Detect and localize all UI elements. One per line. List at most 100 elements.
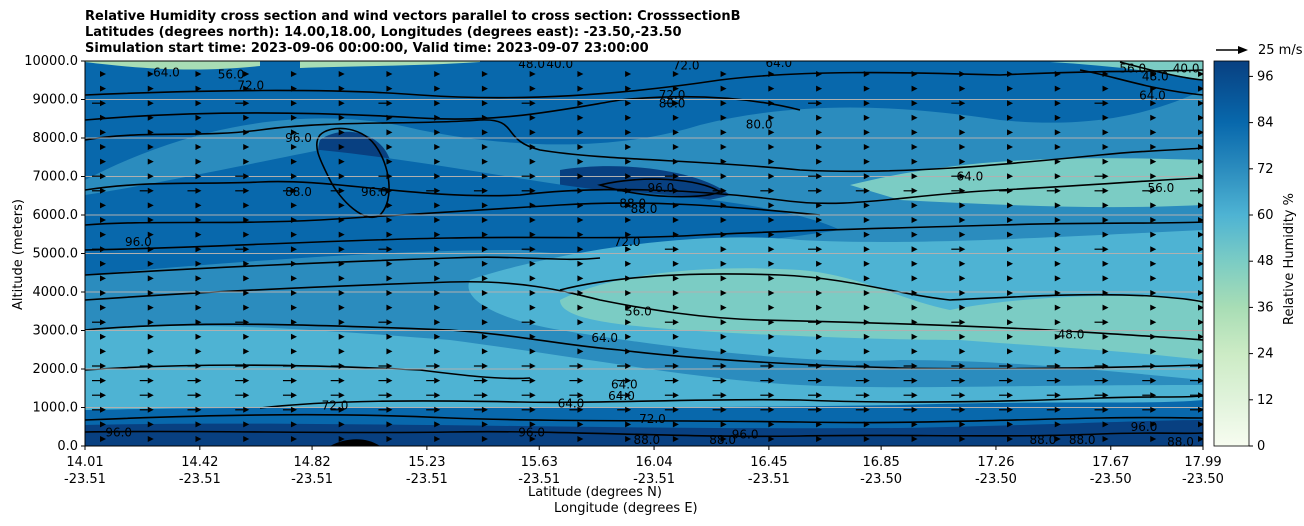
wind-vector-icon	[290, 217, 297, 223]
wind-vector-icon	[195, 144, 202, 150]
wind-vector-icon	[1102, 217, 1109, 223]
wind-vector-icon	[672, 144, 679, 150]
wind-vector-icon	[147, 202, 154, 209]
wind-vector-icon	[330, 406, 345, 413]
wind-vector-icon	[1198, 100, 1203, 107]
x-tick-label-lat: 14.01	[66, 455, 103, 470]
colorbar	[1213, 60, 1250, 447]
wind-vector-icon	[1150, 144, 1157, 150]
wind-vector-icon	[808, 377, 823, 384]
wind-vector-icon	[243, 348, 250, 355]
wind-vector-icon	[235, 173, 250, 180]
wind-vector-icon	[1094, 100, 1109, 107]
wind-vector-icon	[863, 144, 870, 150]
wind-vector-icon	[1150, 275, 1157, 282]
contour-label: 96.0	[105, 426, 132, 440]
wind-vector-icon	[481, 144, 488, 150]
wind-vector-icon	[672, 231, 679, 238]
wind-vector-icon	[1150, 158, 1157, 165]
wind-vector-icon	[1102, 348, 1109, 355]
wind-vector-icon	[768, 129, 775, 136]
wind-vector-icon	[816, 421, 823, 428]
x-tick-label-lat: 16.04	[635, 455, 672, 470]
wind-vector-icon	[959, 114, 966, 121]
contour-label: 56.0	[1119, 62, 1146, 76]
wind-vector-icon	[195, 304, 202, 311]
wind-vector-icon	[1198, 173, 1203, 180]
wind-vector-icon	[911, 319, 918, 326]
wind-vector-icon	[1198, 202, 1203, 209]
wind-vector-icon	[330, 392, 345, 399]
wind-vector-icon	[569, 187, 584, 194]
wind-vector-icon	[481, 129, 488, 136]
contour-line	[1079, 69, 1203, 96]
contour-line	[85, 413, 1203, 424]
wind-vector-icon	[672, 333, 679, 340]
contour-line	[85, 256, 601, 276]
wind-vector-icon	[481, 290, 488, 296]
wind-vector-icon	[243, 85, 250, 92]
wind-vector-icon	[625, 129, 632, 136]
wind-vector-icon	[863, 246, 870, 253]
y-tick-label: 5000.0	[33, 247, 79, 262]
wind-vector-icon	[768, 173, 775, 180]
contour-line	[259, 395, 1203, 409]
wind-vector-icon	[577, 231, 584, 238]
wind-vector-icon	[529, 231, 536, 238]
wind-vector-icon	[195, 421, 202, 428]
wind-vector-icon	[1150, 304, 1157, 311]
contour-line	[85, 119, 1203, 173]
wind-vector-icon	[1102, 144, 1109, 150]
wind-vector-icon	[1190, 363, 1203, 369]
wind-vector-icon	[290, 436, 297, 442]
wind-vector-icon	[1054, 144, 1061, 150]
wind-vector-icon	[434, 217, 441, 223]
wind-vector-icon	[1007, 231, 1014, 238]
wind-vector-icon	[816, 129, 823, 136]
wind-vector-icon	[1198, 114, 1203, 121]
wind-vector-icon	[1150, 114, 1157, 121]
wind-vector-icon	[1007, 333, 1014, 340]
wind-vector-icon	[290, 333, 297, 340]
wind-vector-icon	[712, 363, 727, 369]
wind-vector-icon	[473, 187, 488, 194]
wind-vector-icon	[1007, 100, 1014, 107]
wind-vector-icon	[863, 304, 870, 311]
wind-vector-icon	[569, 377, 584, 384]
wind-vector-icon	[768, 158, 775, 165]
wind-vector-icon	[378, 377, 393, 384]
wind-vector-icon	[712, 377, 727, 384]
contour-label: 56.0	[1148, 181, 1175, 195]
wind-vector-icon	[147, 158, 154, 165]
wind-vector-icon	[426, 187, 441, 194]
quiver-key-arrow-icon	[1216, 46, 1248, 54]
wind-vector-icon	[529, 71, 536, 77]
wind-vector-icon	[195, 348, 202, 355]
wind-vector-icon	[768, 144, 775, 150]
wind-vector-icon	[816, 348, 823, 355]
wind-vector-icon	[378, 100, 393, 107]
contour-labels: 64.0 56.072.096.088.0 96.096.072.072.080.0…	[105, 61, 1199, 446]
wind-vector-icon	[951, 100, 966, 107]
wind-vector-icon	[951, 246, 966, 253]
wind-vector-icon	[951, 173, 966, 180]
wind-vector-icon	[243, 114, 250, 121]
wind-vector-icon	[1054, 348, 1061, 355]
wind-vector-icon	[911, 129, 918, 136]
wind-vector-icon	[1094, 363, 1109, 369]
y-tick-label: 7000.0	[33, 170, 79, 185]
wind-vector-icon	[243, 129, 250, 136]
wind-vector-icon	[243, 304, 250, 311]
wind-vector-icon	[1054, 231, 1061, 238]
wind-vector-icon	[521, 173, 536, 180]
wind-vector-icon	[92, 392, 106, 399]
wind-vector-icon	[664, 246, 679, 253]
wind-vector-icon	[816, 231, 823, 238]
title-line-1: Relative Humidity cross section and wind…	[85, 9, 741, 24]
wind-vector-icon	[338, 246, 345, 253]
wind-vector-icon	[100, 260, 106, 267]
wind-vector-icon	[243, 260, 250, 267]
wind-vector-icon	[1094, 173, 1109, 180]
wind-vector-icon	[282, 377, 297, 384]
wind-vector-icon	[1007, 129, 1014, 136]
